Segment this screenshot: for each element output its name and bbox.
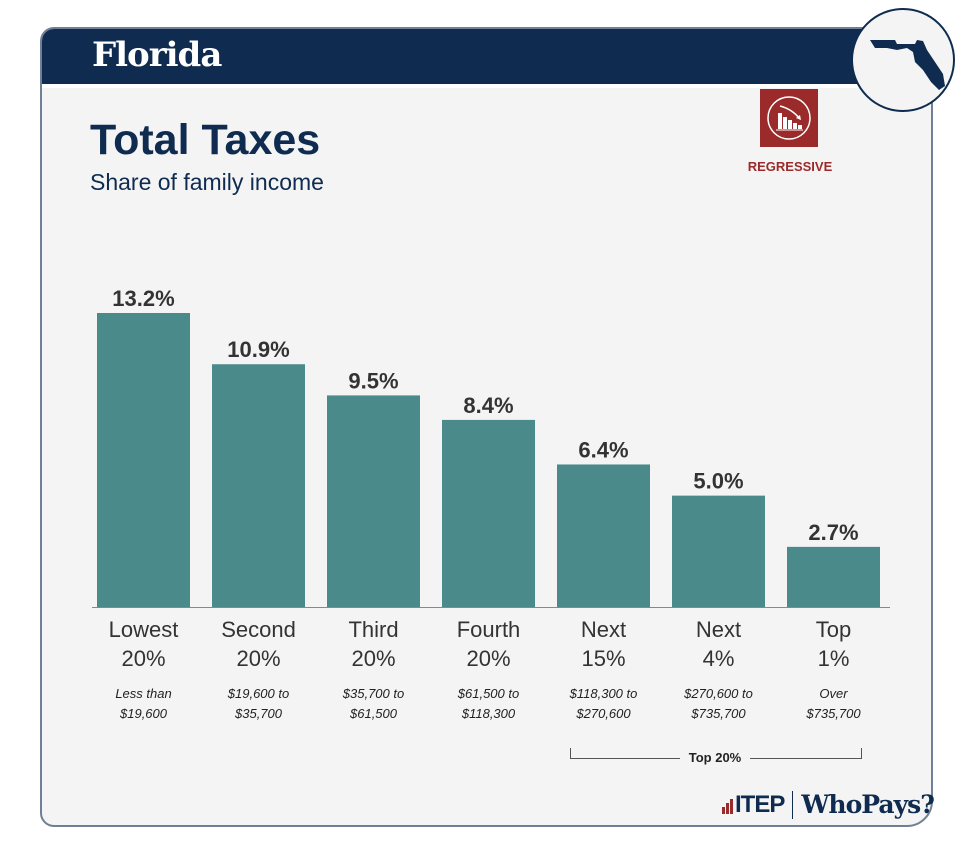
bar bbox=[672, 495, 765, 607]
category-label-line: Fourth bbox=[456, 617, 521, 642]
income-range-line: $118,300 bbox=[461, 706, 516, 721]
category-label-line: Next bbox=[695, 617, 742, 642]
bar bbox=[212, 364, 305, 607]
category-label-line: 1% bbox=[817, 646, 850, 671]
data-label: 13.2% bbox=[112, 286, 174, 311]
income-range-line: $19,600 to bbox=[227, 686, 290, 701]
income-range: Less than $19,600 bbox=[86, 684, 201, 724]
category-label-line: Top bbox=[815, 617, 852, 642]
data-label: 6.4% bbox=[578, 437, 628, 462]
category-label-line: Third bbox=[348, 617, 399, 642]
category-label: Next 15% bbox=[546, 615, 661, 673]
income-range-line: $61,500 bbox=[350, 706, 397, 721]
data-label: 2.7% bbox=[808, 520, 858, 545]
data-label: 8.4% bbox=[463, 393, 513, 418]
category-label-line: 20% bbox=[466, 646, 511, 671]
income-range-line: Less than bbox=[115, 686, 172, 701]
income-range-line: $270,600 to bbox=[684, 686, 753, 701]
data-label: 10.9% bbox=[227, 337, 289, 362]
category-label-line: Lowest bbox=[108, 617, 179, 642]
regressive-chart-icon bbox=[760, 89, 818, 147]
data-label: 9.5% bbox=[348, 368, 398, 393]
bar bbox=[787, 546, 880, 607]
income-range: $19,600 to $35,700 bbox=[201, 684, 316, 724]
header-bar: Florida bbox=[42, 29, 931, 88]
income-range-line: $61,500 to bbox=[457, 686, 520, 701]
bar bbox=[97, 313, 190, 607]
florida-map-icon bbox=[851, 8, 955, 112]
category-label-line: 20% bbox=[236, 646, 281, 671]
bar bbox=[327, 395, 420, 607]
chart-subtitle: Share of family income bbox=[90, 169, 324, 195]
category-label: Next 4% bbox=[661, 615, 776, 673]
income-range: $270,600 to $735,700 bbox=[661, 684, 776, 724]
category-label: Fourth 20% bbox=[431, 615, 546, 673]
category-label-line: 20% bbox=[351, 646, 396, 671]
income-range-line: Over bbox=[819, 686, 848, 701]
data-label: 5.0% bbox=[693, 469, 743, 494]
income-range-line: $118,300 to bbox=[569, 686, 638, 701]
category-label-line: 4% bbox=[702, 646, 735, 671]
regressive-label: REGRESSIVE bbox=[747, 159, 833, 174]
state-name: Florida bbox=[92, 35, 222, 75]
category-label: Top 1% bbox=[776, 615, 891, 673]
income-range-line: $735,700 bbox=[691, 706, 746, 721]
footer-logo: ITEP WhoPays? bbox=[722, 790, 935, 819]
income-range-line: $35,700 bbox=[235, 706, 282, 721]
itep-logo: ITEP bbox=[735, 790, 785, 818]
category-label: Lowest 20% bbox=[86, 615, 201, 673]
bar bbox=[442, 419, 535, 607]
bar bbox=[557, 464, 650, 607]
income-range: Over $735,700 bbox=[776, 684, 891, 724]
income-range-line: $735,700 bbox=[806, 706, 861, 721]
income-range: $61,500 to $118,300 bbox=[431, 684, 546, 724]
chart-title: Total Taxes bbox=[90, 116, 321, 164]
category-label-line: 20% bbox=[121, 646, 166, 671]
category-label: Second 20% bbox=[201, 615, 316, 673]
top20-label: Top 20% bbox=[680, 750, 750, 765]
income-range: $118,300 to $270,600 bbox=[546, 684, 661, 724]
logo-divider bbox=[792, 790, 794, 819]
income-range: $35,700 to $61,500 bbox=[316, 684, 431, 724]
category-label: Third 20% bbox=[316, 615, 431, 673]
category-label-line: 15% bbox=[581, 646, 626, 671]
category-label-line: Second bbox=[221, 617, 296, 642]
income-range-line: $19,600 bbox=[120, 706, 167, 721]
income-range-line: $35,700 to bbox=[342, 686, 405, 701]
whopays-logo: WhoPays? bbox=[801, 790, 935, 819]
category-label-line: Next bbox=[580, 617, 627, 642]
itep-bars-icon bbox=[722, 796, 733, 814]
income-range-line: $270,600 bbox=[576, 706, 631, 721]
